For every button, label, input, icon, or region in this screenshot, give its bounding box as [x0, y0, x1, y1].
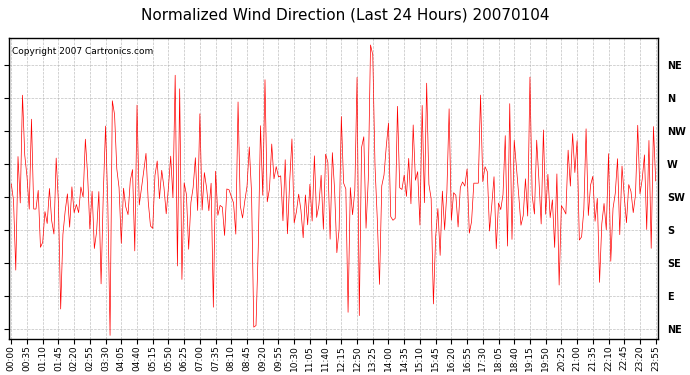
Text: Copyright 2007 Cartronics.com: Copyright 2007 Cartronics.com: [12, 47, 153, 56]
Text: Normalized Wind Direction (Last 24 Hours) 20070104: Normalized Wind Direction (Last 24 Hours…: [141, 8, 549, 22]
